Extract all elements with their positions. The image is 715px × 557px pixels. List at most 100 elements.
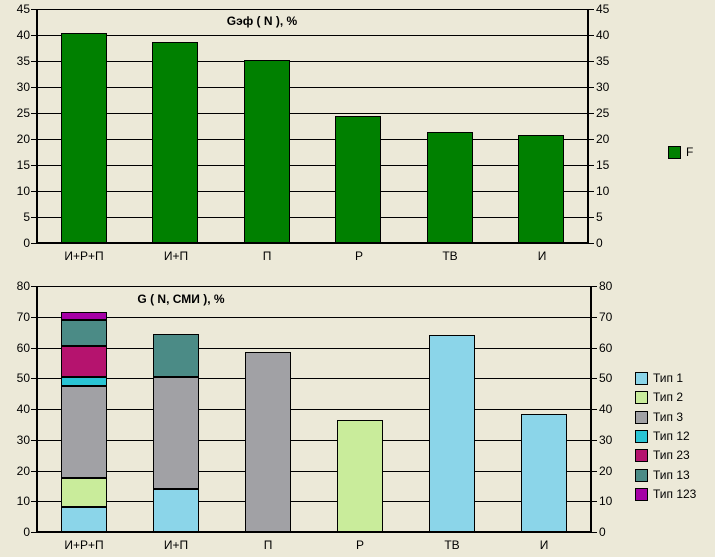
y-tick-label-left: 25 [16, 106, 30, 120]
y-tick-label-left: 10 [16, 494, 30, 508]
y-axis-tick-right [591, 409, 597, 410]
chart-title-g-smi: G ( N, СМИ ), % [137, 292, 225, 306]
gridline [38, 409, 590, 410]
bar-segment-f [518, 135, 564, 243]
gridline [38, 286, 590, 287]
category-label: П [262, 249, 272, 263]
y-tick-label-right: 45 [596, 2, 610, 16]
gridline [38, 165, 587, 166]
y-tick-label-right: 15 [596, 158, 610, 172]
bar-segment-тип-23 [61, 346, 107, 377]
y-tick-label-right: 0 [596, 236, 603, 250]
y-axis-left [36, 9, 38, 244]
gridline [38, 9, 587, 10]
y-axis-tick-left [31, 61, 37, 62]
y-tick-label-left: 0 [23, 236, 30, 250]
bar-segment-тип-3 [153, 377, 199, 489]
bar-segment-тип-13 [61, 320, 107, 346]
y-axis-tick-right [588, 113, 594, 114]
y-axis-tick-left [31, 87, 37, 88]
y-tick-label-left: 35 [16, 54, 30, 68]
y-tick-label-right: 10 [599, 494, 613, 508]
category-label: И+П [163, 249, 189, 263]
gridline [38, 317, 590, 318]
y-tick-label-right: 30 [596, 80, 610, 94]
gridline [38, 139, 587, 140]
y-tick-label-left: 50 [16, 371, 30, 385]
legend-swatch-тип-123 [635, 488, 648, 501]
legend-label: Тип 123 [653, 487, 697, 501]
y-axis-tick-left [31, 113, 37, 114]
gridline [38, 61, 587, 62]
y-axis-tick-left [31, 35, 37, 36]
y-tick-label-left: 20 [16, 132, 30, 146]
y-axis-tick-left [31, 243, 37, 244]
x-axis [36, 242, 589, 244]
bar-segment-тип-1 [153, 489, 199, 532]
y-tick-label-left: 40 [16, 28, 30, 42]
bar-segment-f [335, 116, 381, 243]
y-tick-label-right: 35 [596, 54, 610, 68]
y-tick-label-left: 80 [16, 279, 30, 293]
y-axis-tick-right [591, 471, 597, 472]
bar-segment-тип-1 [429, 335, 475, 532]
y-axis-tick-left [31, 286, 37, 287]
legend-label: Тип 23 [653, 448, 690, 462]
y-tick-label-right: 20 [596, 132, 610, 146]
category-label: Р [354, 249, 363, 263]
y-axis-tick-right [588, 61, 594, 62]
bar-segment-тип-123 [61, 312, 107, 320]
y-axis-tick-right [588, 9, 594, 10]
y-axis-tick-left [31, 9, 37, 10]
y-tick-label-right: 80 [599, 279, 613, 293]
legend-swatch-тип-2 [635, 391, 648, 404]
bar-segment-тип-2 [337, 420, 383, 532]
y-tick-label-left: 10 [16, 184, 30, 198]
y-axis-tick-left [31, 191, 37, 192]
y-axis-tick-right [588, 217, 594, 218]
gridline [38, 348, 590, 349]
y-tick-label-left: 0 [23, 525, 30, 539]
y-axis-tick-right [588, 165, 594, 166]
gridline [38, 35, 587, 36]
y-axis-tick-left [31, 409, 37, 410]
category-label: ТВ [442, 249, 458, 263]
category-label: И+Р+П [64, 249, 104, 263]
bar-segment-f [427, 132, 473, 243]
y-axis-tick-left [31, 139, 37, 140]
bar-segment-f [244, 60, 290, 243]
bar-segment-тип-3 [245, 352, 291, 532]
y-axis-tick-left [31, 440, 37, 441]
y-tick-label-right: 30 [599, 433, 613, 447]
y-axis-tick-left [31, 471, 37, 472]
category-label: И [537, 249, 547, 263]
y-tick-label-right: 5 [596, 210, 603, 224]
y-tick-label-left: 30 [16, 80, 30, 94]
y-axis-tick-left [31, 378, 37, 379]
x-axis [36, 531, 592, 533]
gridline [38, 440, 590, 441]
category-label: Р [355, 538, 364, 552]
y-tick-label-left: 15 [16, 158, 30, 172]
y-tick-label-left: 20 [16, 464, 30, 478]
legend-label: Тип 2 [653, 390, 684, 404]
y-axis-tick-right [588, 191, 594, 192]
y-tick-label-left: 30 [16, 433, 30, 447]
y-axis-tick-left [31, 165, 37, 166]
y-axis-tick-right [588, 35, 594, 36]
legend-label: Тип 12 [653, 429, 690, 443]
chart-title-gef: Gэф ( N ), % [226, 14, 298, 28]
bar-segment-тип-1 [61, 507, 107, 532]
y-tick-label-right: 50 [599, 371, 613, 385]
legend-label: Тип 13 [653, 468, 690, 482]
bar-segment-тип-12 [61, 377, 107, 386]
y-tick-label-left: 60 [16, 341, 30, 355]
bar-segment-тип-1 [521, 414, 567, 532]
legend-swatch-тип-1 [635, 372, 648, 385]
legend-label: Тип 1 [653, 371, 684, 385]
y-axis-tick-right [591, 378, 597, 379]
y-axis-tick-left [31, 532, 37, 533]
y-axis-tick-right [591, 348, 597, 349]
y-tick-label-left: 70 [16, 310, 30, 324]
